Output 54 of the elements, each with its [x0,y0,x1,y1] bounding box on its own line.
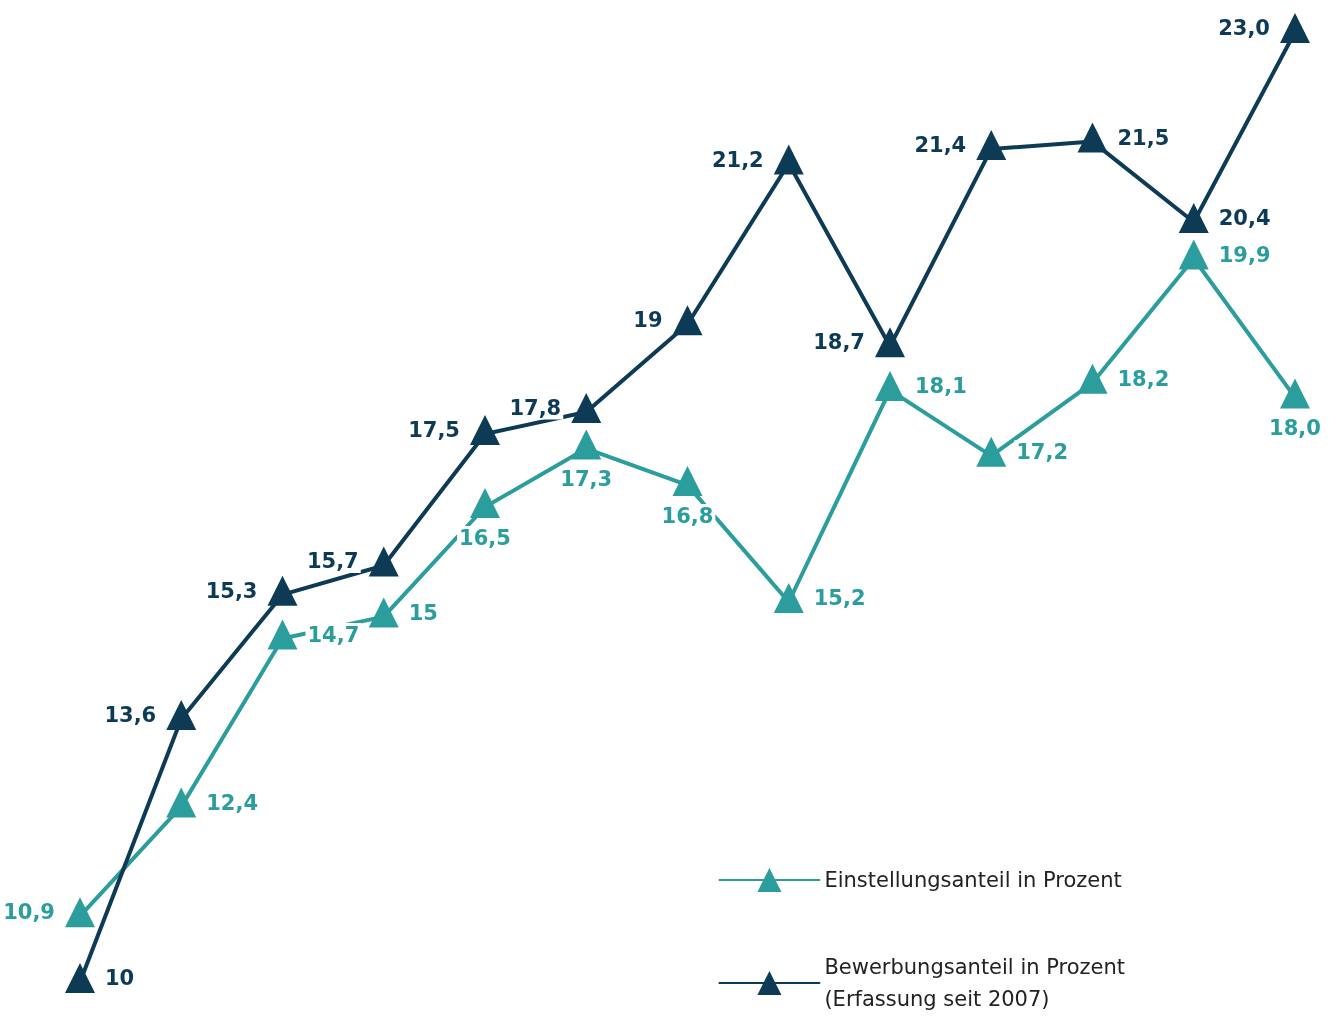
point [571,429,602,460]
point [65,963,95,993]
data-label: 21,4 [914,132,967,157]
data-label: 18,7 [813,330,865,355]
point [875,371,905,402]
data-label: 15,3 [205,578,258,603]
legend-label: Bewerbungsanteil in Prozent (Erfassung seit 2007) [824,955,1126,1011]
point [267,575,298,606]
data-label: 10 [105,966,135,990]
data-label: 17,5 [408,417,460,442]
point [672,466,703,497]
data-label: 20,4 [1218,206,1271,230]
point [1280,13,1310,43]
data-label: 17,3 [560,467,613,492]
data-label: 18,2 [1117,366,1170,391]
point [267,619,298,650]
data-label: 18,1 [915,374,967,399]
data-label: 15 [408,600,438,625]
point [166,787,197,818]
point [976,129,1007,160]
point [368,546,399,577]
point [976,436,1007,467]
point [1178,203,1209,233]
data-label: 19,9 [1218,242,1271,267]
data-label: 17,2 [1016,439,1069,464]
data-label: 21,5 [1117,125,1170,150]
data-label: 15,2 [813,586,866,610]
point [672,305,703,336]
data-label: 23,0 [1218,16,1270,40]
data-label: 10,9 [3,900,55,925]
point [1178,239,1209,270]
point [1077,363,1108,394]
point [65,897,95,928]
point [470,414,500,445]
data-label: 16,5 [459,525,511,550]
data-label: 14,7 [307,622,360,647]
data-label: 21,2 [711,147,764,172]
point [1077,122,1108,153]
data-label: 19 [633,308,663,333]
data-label: 15,7 [306,549,359,574]
point [166,699,197,730]
data-label: 12,4 [206,790,259,815]
point [773,144,804,175]
legend-label: Einstellungsanteil in Prozent [824,868,1122,892]
point [571,393,602,423]
data-label: 13,6 [104,702,157,727]
data-label: 17,8 [509,396,562,420]
data-label: 16,8 [661,503,714,528]
point [368,597,399,628]
data-label: 18,0 [1269,415,1321,440]
point [773,583,804,613]
point [875,327,905,358]
point [470,488,500,518]
point [1280,378,1310,409]
